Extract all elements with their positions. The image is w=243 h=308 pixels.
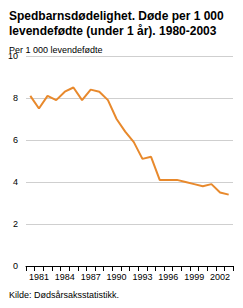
svg-text:2: 2 xyxy=(13,219,18,229)
svg-text:6: 6 xyxy=(13,135,18,145)
svg-text:1984: 1984 xyxy=(55,272,75,282)
svg-text:1996: 1996 xyxy=(158,272,178,282)
svg-text:1981: 1981 xyxy=(29,272,49,282)
svg-text:4: 4 xyxy=(13,177,18,187)
svg-text:levendefødte (under 1 år). 198: levendefødte (under 1 år). 1980-2003 xyxy=(9,24,217,38)
svg-text:8: 8 xyxy=(13,93,18,103)
svg-text:Spedbarnsdødelighet. Døde per: Spedbarnsdødelighet. Døde per 1 000 xyxy=(9,9,227,23)
svg-text:1990: 1990 xyxy=(107,272,127,282)
svg-text:2002: 2002 xyxy=(210,272,230,282)
svg-text:10: 10 xyxy=(8,51,18,61)
svg-text:1993: 1993 xyxy=(132,272,152,282)
svg-text:Kilde: Dødsårsaksstatistikk.: Kilde: Dødsårsaksstatistikk. xyxy=(9,290,119,300)
svg-text:Per 1 000 levendefødte: Per 1 000 levendefødte xyxy=(9,45,103,55)
svg-text:1999: 1999 xyxy=(184,272,204,282)
svg-text:1987: 1987 xyxy=(81,272,101,282)
svg-text:0: 0 xyxy=(13,261,18,271)
